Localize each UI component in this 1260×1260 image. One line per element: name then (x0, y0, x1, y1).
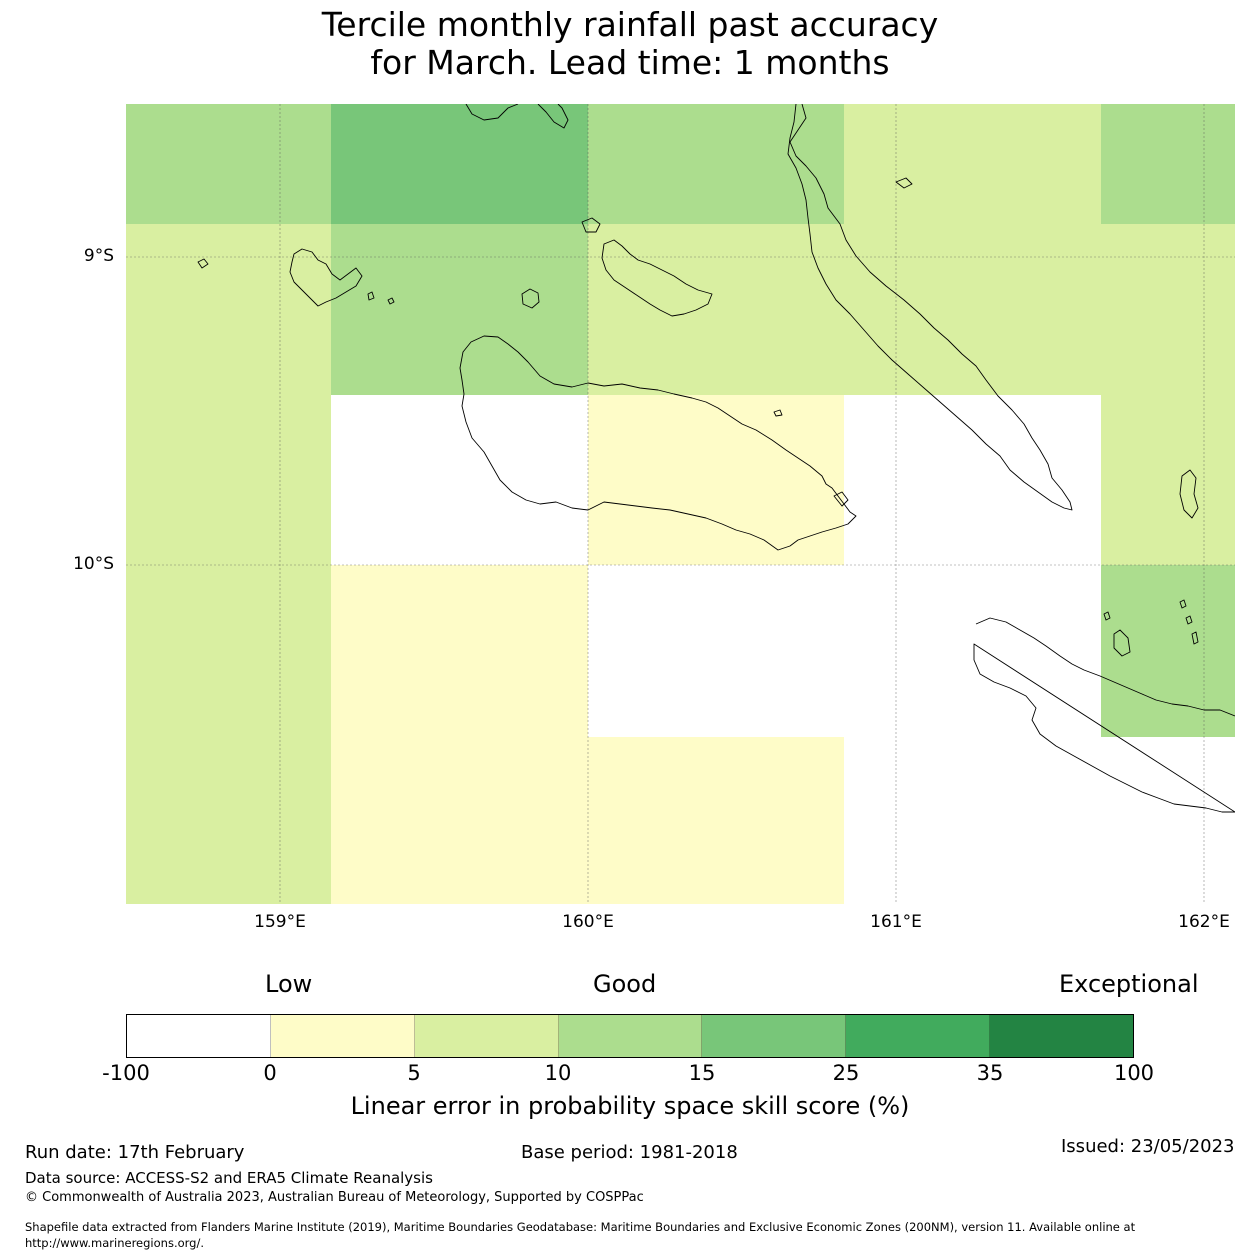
coastline-savo (521, 288, 540, 309)
colorbar-tick: 0 (263, 1061, 277, 1085)
colorbar (126, 1014, 1134, 1058)
coastline-guadalcanal (459, 335, 857, 551)
colorbar-segment (270, 1015, 415, 1057)
data-source: Data source: ACCESS-S2 and ERA5 Climate … (25, 1169, 433, 1187)
grid-cell (126, 224, 331, 904)
map-svg (126, 104, 1235, 904)
grid-cell (588, 737, 844, 904)
grid-cell (331, 104, 588, 224)
grid-cell (844, 565, 1101, 904)
colorbar-header-exceptional: Exceptional (1059, 970, 1199, 998)
lon-label-159e: 159°E (254, 912, 306, 932)
colorbar-segment (990, 1015, 1134, 1057)
shapefile-credit-line-2: http://www.marineregions.org/. (25, 1236, 204, 1250)
coastline-florida-islands (601, 239, 713, 317)
coastline-islet (581, 217, 601, 233)
grid-cell (1101, 104, 1235, 224)
coastlines (197, 104, 1235, 813)
colorbar-segment (702, 1015, 847, 1057)
colorbar-segment (127, 1015, 271, 1057)
grid-cell (331, 395, 588, 565)
base-period: Base period: 1981-2018 (521, 1142, 738, 1163)
colorbar-tick: -100 (102, 1061, 150, 1085)
coastline-islet (833, 491, 849, 507)
coastline-islet (773, 409, 783, 417)
grid-cell (126, 104, 331, 224)
chart-title: Tercile monthly rainfall past accuracy f… (0, 6, 1260, 82)
run-date: Run date: 17th February (25, 1142, 245, 1163)
coastline-islet (1185, 615, 1193, 625)
grid-cell (588, 104, 844, 224)
grid-cell (1101, 224, 1235, 565)
coastline-islet (1103, 611, 1111, 621)
grid-cell (1101, 565, 1235, 737)
coastline-nggela-north (465, 104, 569, 129)
lon-label-160e: 160°E (562, 912, 614, 932)
colorbar-segment (414, 1015, 559, 1057)
lon-label-161e: 161°E (870, 912, 922, 932)
copyright: © Commonwealth of Australia 2023, Austra… (25, 1190, 644, 1205)
grid-cell (331, 224, 588, 395)
grid-cell (844, 104, 1101, 224)
colorbar-tick: 15 (688, 1061, 716, 1085)
colorbar-header-good: Good (593, 970, 657, 998)
coastline-islet (1179, 599, 1187, 609)
grid-cell (588, 565, 844, 737)
colorbar-tick: 5 (407, 1061, 421, 1085)
lon-label-162e: 162°E (1178, 912, 1230, 932)
coastline-islet (1113, 629, 1131, 657)
coastline-islet (1191, 631, 1199, 645)
coastline-islet (367, 291, 375, 301)
colorbar-segment (846, 1015, 991, 1057)
lat-label-10s: 10°S (73, 554, 114, 574)
coastline-malaita (787, 104, 1073, 511)
grid-cell (1101, 737, 1235, 904)
coastline-islet (197, 258, 209, 269)
coastline-islet (895, 177, 913, 189)
coastline-russell-islands (289, 248, 363, 307)
shapefile-credit-line-1: Shapefile data extracted from Flanders M… (25, 1220, 1136, 1234)
coastline-islet (387, 297, 395, 305)
colorbar-header-low: Low (265, 970, 313, 998)
colorbar-segment (558, 1015, 703, 1057)
grid-cell (844, 395, 1101, 565)
skill-grid (126, 104, 1235, 904)
grid-cell (588, 224, 1101, 395)
colorbar-tick: 10 (544, 1061, 572, 1085)
lat-label-9s: 9°S (83, 246, 114, 266)
skill-map (126, 104, 1235, 904)
title-line-2: for March. Lead time: 1 months (370, 43, 890, 82)
colorbar-tick: 25 (832, 1061, 860, 1085)
title-line-1: Tercile monthly rainfall past accuracy (321, 5, 939, 44)
grid-cell (588, 395, 844, 565)
colorbar-tick: 35 (976, 1061, 1004, 1085)
colorbar-label: Linear error in probability space skill … (350, 1092, 910, 1120)
coastline-makira (973, 617, 1235, 813)
coastline-islet (1179, 469, 1199, 519)
issued-date: Issued: 23/05/2023 (1061, 1136, 1235, 1157)
colorbar-tick: 100 (1113, 1061, 1155, 1085)
grid-cell (331, 565, 588, 904)
graticule (126, 104, 1235, 904)
